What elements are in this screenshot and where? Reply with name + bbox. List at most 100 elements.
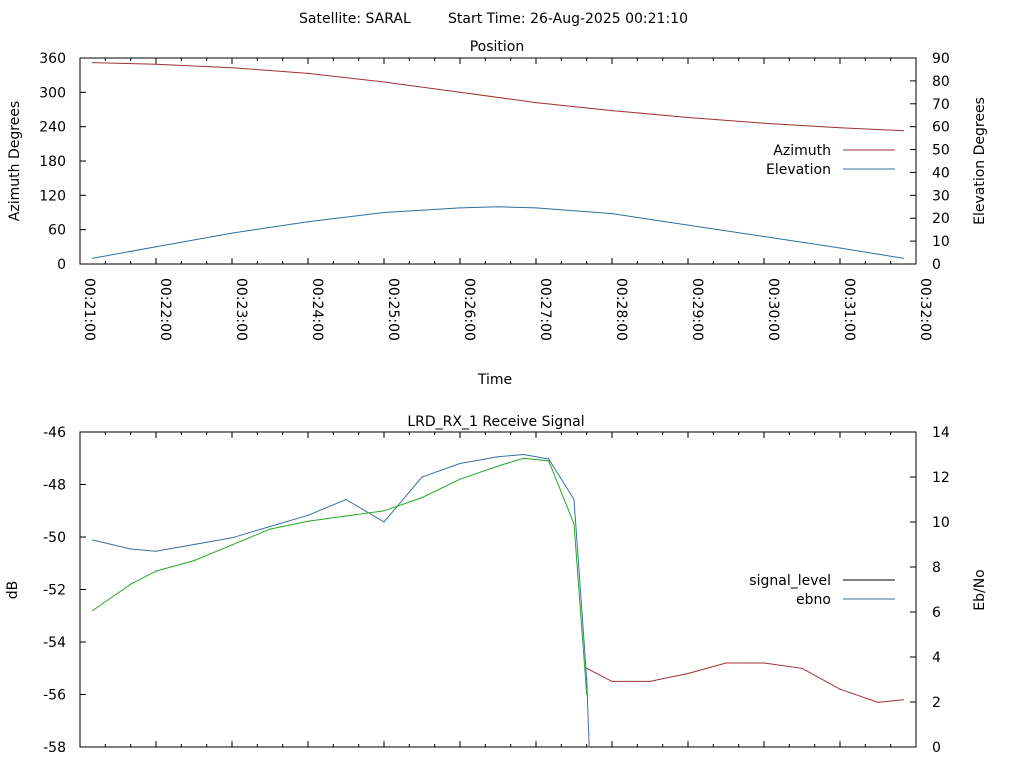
y-tick-label: -58: [43, 740, 66, 756]
y-tick-label: -56: [43, 688, 66, 704]
y2-tick-label: 90: [932, 51, 950, 67]
data-point: [497, 465, 499, 467]
x-tick-label: 00:32:00: [917, 278, 933, 341]
data-point: [877, 701, 879, 704]
data-point: [535, 102, 537, 104]
signal-plot-frame: [79, 431, 917, 748]
series-line-0-0: [92, 62, 904, 132]
data-point: [586, 678, 588, 681]
data-point: [231, 537, 233, 539]
y-tick-label: 300: [39, 85, 66, 101]
data-point: [763, 235, 765, 238]
start-time-label: Start Time: 26-Aug-2025 00:21:10: [448, 11, 688, 27]
y-tick-label: 240: [39, 120, 66, 136]
position-plot-frame: [79, 57, 917, 265]
y-tick-label: 0: [57, 257, 66, 273]
x-tick-label: 00:28:00: [613, 278, 629, 341]
data-point: [649, 680, 651, 683]
data-point: [573, 498, 575, 501]
data-point: [588, 746, 590, 748]
legend-label: Elevation: [766, 162, 831, 178]
data-point: [130, 548, 132, 550]
x-tick-label: 00:25:00: [385, 278, 401, 341]
data-point: [522, 453, 524, 456]
data-point: [130, 583, 132, 585]
y2-tick-label: 20: [932, 211, 950, 227]
data-point: [902, 130, 904, 132]
x-tick-label: 00:27:00: [537, 278, 553, 341]
data-point: [573, 523, 575, 525]
data-point: [231, 544, 233, 546]
data-point: [92, 62, 94, 64]
data-point: [535, 207, 537, 209]
data-point: [383, 521, 385, 523]
data-point: [522, 457, 524, 459]
data-point: [383, 211, 385, 214]
position-y2-axis-label: Elevation Degrees: [972, 97, 988, 225]
data-point: [687, 672, 689, 675]
data-point: [497, 206, 499, 208]
y2-tick-label: 6: [932, 605, 941, 621]
data-point: [269, 525, 271, 528]
data-point: [839, 688, 841, 690]
y-tick-label: -48: [43, 478, 66, 494]
data-point: [155, 63, 157, 65]
y2-tick-label: 4: [932, 650, 941, 666]
data-point: [269, 528, 271, 530]
y-tick-label: -50: [43, 530, 66, 546]
x-tick-label: 00:22:00: [157, 278, 173, 341]
y2-tick-label: 10: [932, 234, 950, 250]
data-point: [459, 91, 461, 93]
data-point: [459, 478, 461, 480]
data-point: [92, 257, 94, 259]
data-point: [497, 456, 499, 458]
y-tick-label: 60: [48, 223, 66, 239]
data-point: [459, 462, 461, 465]
data-point: [383, 81, 385, 83]
data-point: [307, 520, 309, 522]
x-tick-label: 00:26:00: [461, 278, 477, 341]
data-point: [383, 510, 385, 512]
y-tick-label: -52: [43, 583, 66, 599]
y2-tick-label: 50: [932, 143, 950, 159]
data-point: [307, 221, 309, 223]
y-tick-label: 120: [39, 188, 66, 204]
x-tick-label: 00:30:00: [765, 278, 781, 341]
y-tick-label: 360: [39, 51, 66, 67]
signal-y-axis-label: dB: [5, 581, 21, 600]
data-point: [725, 662, 727, 664]
signal-chart-title: LRD_RX_1 Receive Signal: [407, 414, 584, 430]
x-tick-label: 00:23:00: [233, 278, 249, 341]
data-point: [687, 116, 689, 119]
x-tick-label: 00:24:00: [309, 278, 325, 341]
data-point: [421, 476, 423, 478]
data-point: [307, 72, 309, 74]
data-point: [231, 232, 233, 234]
legend-label: signal_level: [749, 573, 831, 589]
y-tick-label: -54: [43, 635, 66, 651]
data-point: [155, 246, 157, 248]
y-tick-label: -46: [43, 425, 66, 441]
x-tick-label: 00:29:00: [689, 278, 705, 341]
data-point: [548, 460, 550, 462]
series-line-0-1: [92, 206, 904, 259]
series-line-1-3: [586, 662, 904, 703]
y2-tick-label: 80: [932, 74, 950, 90]
data-point: [231, 67, 233, 69]
data-point: [155, 550, 157, 552]
data-point: [586, 693, 588, 696]
data-point: [111, 543, 113, 546]
data-point: [839, 127, 841, 129]
receive-signal-chart: LRD_RX_1 Receive Signal dB Eb/No -58 -56 -…: [5, 414, 988, 756]
data-point: [839, 247, 841, 249]
series-line-1-1: [92, 453, 590, 748]
y-tick-label: 180: [39, 154, 66, 170]
data-point: [307, 514, 309, 516]
data-point: [902, 257, 904, 259]
position-x-axis-label: Time: [477, 372, 512, 388]
satellite-label: Satellite: SARAL: [299, 11, 411, 27]
y2-tick-label: 8: [932, 560, 941, 576]
data-point: [459, 207, 461, 209]
data-point: [763, 662, 765, 664]
